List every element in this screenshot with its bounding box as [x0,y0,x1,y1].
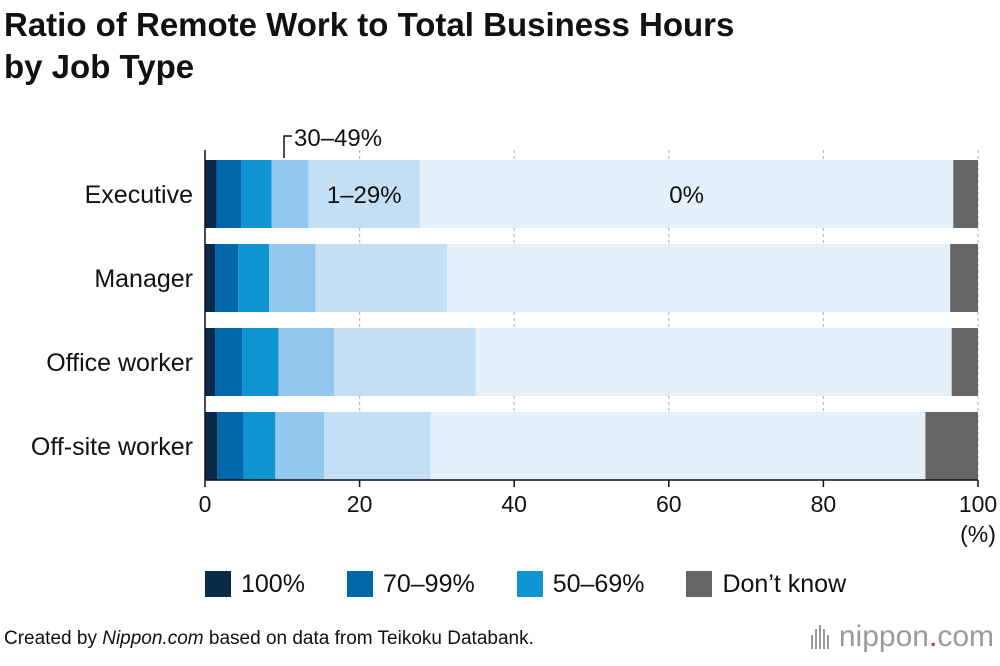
legend-item-0: 100% [205,570,305,599]
bar-1-1 [215,244,238,312]
source-footer: Created by Nippon.com based on data from… [4,628,534,650]
inline-label-1: 1–29% [327,182,402,209]
footer-source: Nippon.com [102,628,203,649]
bar-1-4 [316,244,447,312]
brand-tld: com [937,620,994,654]
footer-suffix: based on data from Teikoku Databank. [204,628,534,649]
bar-1-5 [447,244,950,312]
brand-logo: nippon. com [811,620,994,654]
bar-0-3 [271,160,308,228]
bar-0-6 [953,160,978,228]
legend-swatch-2 [517,571,543,597]
x-tick-label-60: 60 [656,491,682,517]
category-label-1: Manager [94,265,193,293]
legend-item-1: 70–99% [347,570,475,599]
bar-2-1 [215,328,242,396]
bar-1-3 [269,244,315,312]
legend-label-0: 100% [241,570,305,599]
brand-dot: . [929,620,937,654]
x-tick-label-40: 40 [501,491,527,517]
bar-0-1 [217,160,242,228]
x-unit-label: (%) [960,521,996,547]
bar-3-5 [431,412,926,480]
bar-3-3 [275,412,324,480]
bar-2-6 [952,328,978,396]
bar-0-2 [241,160,271,228]
bar-3-2 [244,412,276,480]
bar-2-0 [205,328,215,396]
callout-leader-30-49 [284,136,292,158]
bar-3-0 [205,412,217,480]
legend-label-1: 70–99% [383,570,475,599]
category-label-0: Executive [85,181,193,209]
legend-item-3: Don’t know [686,570,846,599]
inline-label-0: 30–49% [294,125,382,152]
bar-2-3 [278,328,334,396]
footer-prefix: Created by [4,628,102,649]
category-label-2: Office worker [46,349,193,377]
brand-name: nippon [839,620,929,654]
legend-swatch-3 [686,571,712,597]
x-tick-label-80: 80 [811,491,837,517]
legend-label-3: Don’t know [722,570,846,599]
legend-item-2: 50–69% [517,570,645,599]
bar-1-6 [950,244,978,312]
bar-1-0 [205,244,215,312]
bar-2-2 [242,328,278,396]
x-tick-label-100: 100 [959,491,997,517]
bar-2-5 [476,328,952,396]
bar-1-2 [238,244,269,312]
category-label-3: Off-site worker [31,433,193,461]
bar-3-4 [324,412,431,480]
stacked-bar-chart: Executive Manager Office worker Off-site wo… [0,0,1000,560]
bar-2-4 [334,328,475,396]
inline-label-2: 0% [669,182,704,209]
legend-swatch-1 [347,571,373,597]
brand-bars-icon [811,625,831,649]
legend-label-2: 50–69% [553,570,645,599]
chart-legend: 100% 70–99% 50–69% Don’t know [205,566,888,602]
bar-3-6 [925,412,978,480]
x-tick-label-20: 20 [347,491,373,517]
x-tick-label-0: 0 [199,491,212,517]
bar-3-1 [217,412,243,480]
legend-swatch-0 [205,571,231,597]
bar-0-0 [205,160,217,228]
